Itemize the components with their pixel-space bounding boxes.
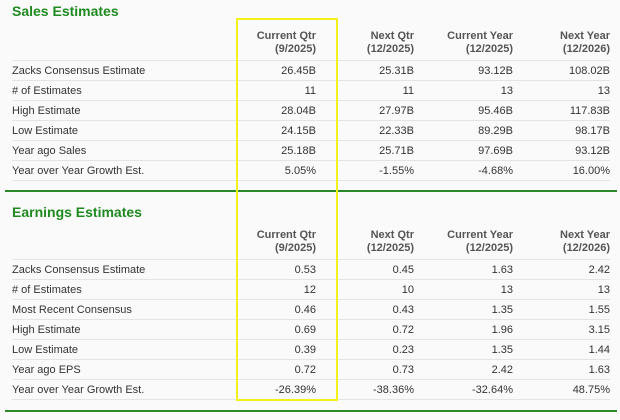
column-header: Next Year (12/2026): [560, 229, 610, 254]
sales-estimates-title: Sales Estimates: [12, 3, 119, 19]
cell-value: 11: [236, 80, 316, 101]
cell-value: 0.23: [316, 339, 414, 360]
row-label: # of Estimates: [12, 80, 236, 101]
section-divider: [5, 190, 617, 192]
column-header: Current Year (12/2025): [447, 30, 513, 55]
row-label: High Estimate: [12, 319, 236, 340]
cell-value: 95.46B: [414, 100, 513, 121]
cell-value: 1.35: [414, 339, 513, 360]
cell-value: 1.63: [414, 259, 513, 280]
sales-estimates-table: Current Qtr (9/2025) Next Qtr (12/2025) Curr…: [12, 30, 610, 181]
cell-value: -38.36%: [316, 379, 414, 400]
row-label: Year ago Sales: [12, 140, 236, 161]
row-label: Low Estimate: [12, 120, 236, 141]
table-row: Year ago Sales 25.18B 25.71B 97.69B 93.12B: [12, 140, 610, 161]
cell-value: 3.15: [513, 319, 610, 340]
cell-value: -32.64%: [414, 379, 513, 400]
cell-value: 0.53: [236, 259, 316, 280]
row-label: Year over Year Growth Est.: [12, 379, 236, 400]
cell-value: 48.75%: [513, 379, 610, 400]
current-qtr-highlight: [236, 18, 338, 401]
row-label: Year over Year Growth Est.: [12, 160, 236, 181]
column-header: Current Qtr (9/2025): [256, 30, 316, 55]
table-row: High Estimate 28.04B 27.97B 95.46B 117.83B: [12, 100, 610, 121]
cell-value: 26.45B: [236, 60, 316, 81]
row-label: Zacks Consensus Estimate: [12, 60, 236, 81]
cell-value: 117.83B: [513, 100, 610, 121]
cell-value: 1.96: [414, 319, 513, 340]
table-row: Zacks Consensus Estimate 26.45B 25.31B 93.1…: [12, 60, 610, 81]
row-label: Year ago EPS: [12, 359, 236, 380]
cell-value: 108.02B: [513, 60, 610, 81]
column-header: Next Qtr (12/2025): [366, 229, 414, 254]
cell-value: 13: [414, 279, 513, 300]
table-row: Year over Year Growth Est. -26.39% -38.36%…: [12, 379, 610, 400]
table-row: Year over Year Growth Est. 5.05% -1.55% -4.…: [12, 160, 610, 181]
table-row: Low Estimate 0.39 0.23 1.35 1.44: [12, 339, 610, 360]
cell-value: 24.15B: [236, 120, 316, 141]
cell-value: 2.42: [414, 359, 513, 380]
cell-value: 13: [414, 80, 513, 101]
cell-value: 11: [316, 80, 414, 101]
header-row: Current Qtr (9/2025) Next Qtr (12/2025) Curr…: [12, 30, 610, 61]
earnings-estimates-title: Earnings Estimates: [12, 204, 142, 220]
table-row: # of Estimates 11 11 13 13: [12, 80, 610, 101]
row-label: # of Estimates: [12, 279, 236, 300]
column-header: Next Qtr (12/2025): [366, 30, 414, 55]
table-row: Low Estimate 24.15B 22.33B 89.29B 98.17B: [12, 120, 610, 141]
cell-value: 0.45: [316, 259, 414, 280]
row-label: Low Estimate: [12, 339, 236, 360]
cell-value: 0.43: [316, 299, 414, 320]
cell-value: 28.04B: [236, 100, 316, 121]
column-header: Current Year (12/2025): [447, 229, 513, 254]
cell-value: 1.63: [513, 359, 610, 380]
row-label: Most Recent Consensus: [12, 299, 236, 320]
column-header: Next Year (12/2026): [560, 30, 610, 55]
column-header: Current Qtr (9/2025): [256, 229, 316, 254]
cell-value: 27.97B: [316, 100, 414, 121]
cell-value: -4.68%: [414, 160, 513, 181]
cell-value: 10: [316, 279, 414, 300]
table-row: Zacks Consensus Estimate 0.53 0.45 1.63 2.42: [12, 259, 610, 280]
cell-value: 89.29B: [414, 120, 513, 141]
cell-value: 0.46: [236, 299, 316, 320]
row-label: High Estimate: [12, 100, 236, 121]
cell-value: 13: [513, 80, 610, 101]
table-row: # of Estimates 12 10 13 13: [12, 279, 610, 300]
table-row: Most Recent Consensus 0.46 0.43 1.35 1.55: [12, 299, 610, 320]
cell-value: 1.35: [414, 299, 513, 320]
earnings-estimates-table: Current Qtr (9/2025) Next Qtr (12/2025) Curr…: [12, 229, 610, 400]
cell-value: 0.39: [236, 339, 316, 360]
section-divider: [5, 410, 617, 412]
row-label: Zacks Consensus Estimate: [12, 259, 236, 280]
table-row: Year ago EPS 0.72 0.73 2.42 1.63: [12, 359, 610, 380]
cell-value: 25.71B: [316, 140, 414, 161]
cell-value: 0.72: [236, 359, 316, 380]
cell-value: 22.33B: [316, 120, 414, 141]
cell-value: 2.42: [513, 259, 610, 280]
cell-value: 13: [513, 279, 610, 300]
cell-value: 12: [236, 279, 316, 300]
cell-value: 97.69B: [414, 140, 513, 161]
cell-value: 5.05%: [236, 160, 316, 181]
cell-value: 1.44: [513, 339, 610, 360]
cell-value: 93.12B: [513, 140, 610, 161]
header-row: Current Qtr (9/2025) Next Qtr (12/2025) Curr…: [12, 229, 610, 260]
cell-value: 0.72: [316, 319, 414, 340]
cell-value: 1.55: [513, 299, 610, 320]
cell-value: 0.69: [236, 319, 316, 340]
cell-value: 98.17B: [513, 120, 610, 141]
cell-value: 93.12B: [414, 60, 513, 81]
cell-value: 16.00%: [513, 160, 610, 181]
cell-value: 25.18B: [236, 140, 316, 161]
cell-value: -1.55%: [316, 160, 414, 181]
cell-value: 0.73: [316, 359, 414, 380]
cell-value: 25.31B: [316, 60, 414, 81]
table-row: High Estimate 0.69 0.72 1.96 3.15: [12, 319, 610, 340]
